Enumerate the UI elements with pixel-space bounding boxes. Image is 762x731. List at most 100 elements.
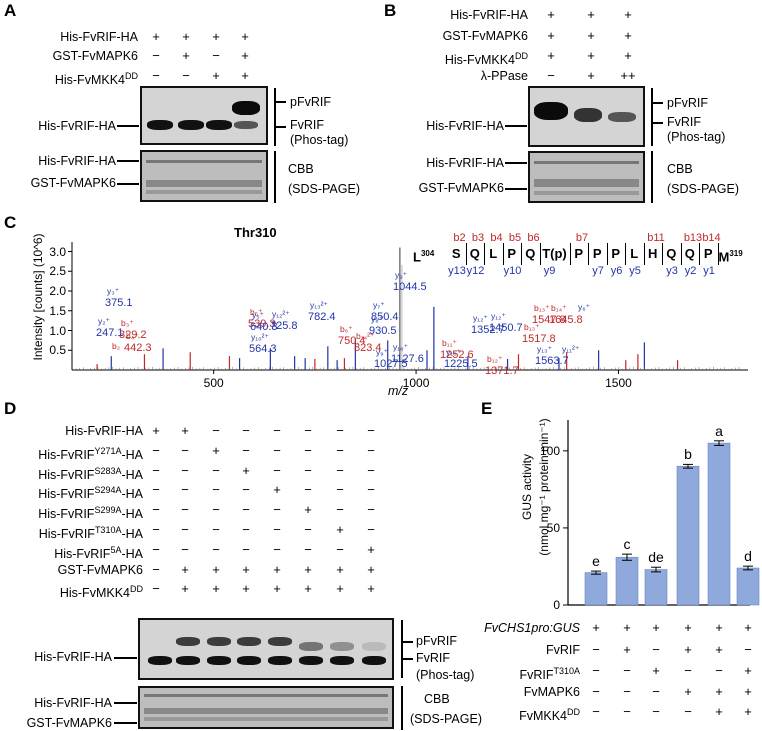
sign-b-2-1: + [587,48,595,63]
sign-d-2-6: − [336,462,344,478]
sign-a-2-0: − [152,68,160,83]
gus-sign-4-1: − [623,704,631,719]
gus-sign-1-2: − [652,642,660,657]
row-label-a-0-text: His-FvRIF-HA [60,30,138,44]
peak-ion-6: y₁₀²⁺ [251,332,269,342]
sign-d-1-0: − [152,442,160,458]
sign-b-1-0: + [547,28,555,43]
b-ion-5: b7 [575,232,589,244]
residue-10: H [648,246,658,261]
peak-mz-25: 1645.8 [549,314,583,326]
tick-b4 [505,162,527,164]
sign-d-4-3: − [242,502,250,518]
residue-3: P [507,246,517,261]
sign-d-6-0: − [152,541,160,557]
fvrif-label-a: FvRIF [290,118,325,132]
y-tick-label-0: 0.5 [49,343,66,358]
sign-d-8-5: + [304,581,312,597]
y-tick-label-1: 1.0 [49,323,66,338]
sign-d-3-7: − [367,482,375,498]
b-ion-0: b2 [453,232,466,244]
sign-a-1-3: + [241,48,249,63]
residue-8: P [611,246,621,261]
sig-letter-2: de [648,549,664,566]
gus-row-label-3: FvMAPK6 [440,685,580,699]
peak-mz-20: 1371.7 [485,365,519,377]
sign-a-0-3: + [241,29,249,44]
b-ion-2: b4 [490,232,503,244]
sign-d-3-4: + [273,482,281,498]
peak-ion-0: b₂ [112,341,121,351]
pfvrif-label-a: pFvRIF [290,95,331,109]
panel-letter-e: E [481,399,493,418]
b-ion-3: b5 [508,232,522,244]
seq-sep-13 [717,243,719,265]
bracket-b2 [651,151,653,203]
seq-sep-10 [662,243,663,265]
row-label-d-0-text: His-FvRIF-HA [65,424,143,438]
row-label-a-0: His-FvRIF-HA [0,30,138,44]
row-label-d-2: His-FvRIFS283A-HA [0,464,143,482]
band-fvrif-d-0 [148,656,172,665]
gus-sign-0-3: + [684,620,692,635]
tick-a2 [276,101,286,103]
y-ion-7: y3 [666,265,678,277]
band-fvrif-d-1 [176,656,200,665]
sign-d-6-7: + [367,541,375,557]
peak-ion-25: b₁₄⁺ [551,303,567,313]
sign-b-0-0: + [547,7,555,22]
sdspage-label-d: (SDS-PAGE) [410,712,482,726]
residue-7: P [592,246,602,261]
row-label-d-1-sup: Y271A [94,445,122,456]
gus-sign-0-1: + [623,620,631,635]
ms-spectrum [68,242,748,374]
sig-letter-1: c [623,536,631,553]
peak-mz-17: 1225.5 [444,358,478,370]
row-label-d-4-suffix: -HA [121,507,143,522]
row-label-d-4: His-FvRIFS299A-HA [0,503,143,521]
seq-sep-2 [502,243,504,265]
peak-mz-1: 247.1 [96,327,124,339]
sdspage-label-b: (SDS-PAGE) [667,182,739,196]
row-label-d-5-suffix: -HA [121,527,143,542]
gus-sign-2-4: − [715,663,723,678]
seq-sep-0 [465,243,467,265]
seq-end: M319 [719,247,743,264]
tick-a4 [117,160,139,162]
band-fvrif-d-4 [268,656,292,665]
x-axis-label: m/z [388,384,409,398]
band-pfvrif-d-7 [362,642,386,651]
row-label-d-5: His-FvRIFT310A-HA [0,523,143,541]
gus-sign-4-3: − [684,704,692,719]
b-ion-1: b3 [471,232,485,244]
bar-3 [676,465,700,606]
y-tick-label-2: 1.5 [49,303,66,318]
bracket-a1 [274,88,276,146]
sign-d-1-1: − [181,442,189,458]
peak-ion-1: y₂⁺ [98,316,111,326]
sign-a-1-0: − [152,48,160,63]
bar-ytick-label-2: 100 [539,443,560,458]
sign-d-1-4: − [273,442,281,458]
b-ion-6: b11 [647,232,665,244]
blot-left-label-d: His-FvRIF-HA [34,650,112,664]
cbb-label-a: CBB [288,162,314,176]
sign-b-1-2: + [624,28,632,43]
sign-d-8-7: + [367,581,375,597]
gus-sign-0-0: + [592,620,600,635]
sign-d-2-5: − [304,462,312,478]
gus-sign-3-2: − [652,684,660,699]
seq-sep-9 [643,243,645,265]
bar-4 [707,442,731,606]
sign-d-4-5: + [304,502,312,518]
panel-letter-a: A [4,1,17,20]
sign-a-0-2: + [212,29,220,44]
residue-0: S [451,246,461,261]
sign-d-4-4: − [273,502,281,518]
row-label-d-1-suffix: -HA [121,447,143,462]
peak-mz-15: 1027.5 [374,358,408,370]
bar-1 [615,556,639,606]
bracket-d1 [401,620,403,678]
sign-d-2-2: − [212,462,220,478]
